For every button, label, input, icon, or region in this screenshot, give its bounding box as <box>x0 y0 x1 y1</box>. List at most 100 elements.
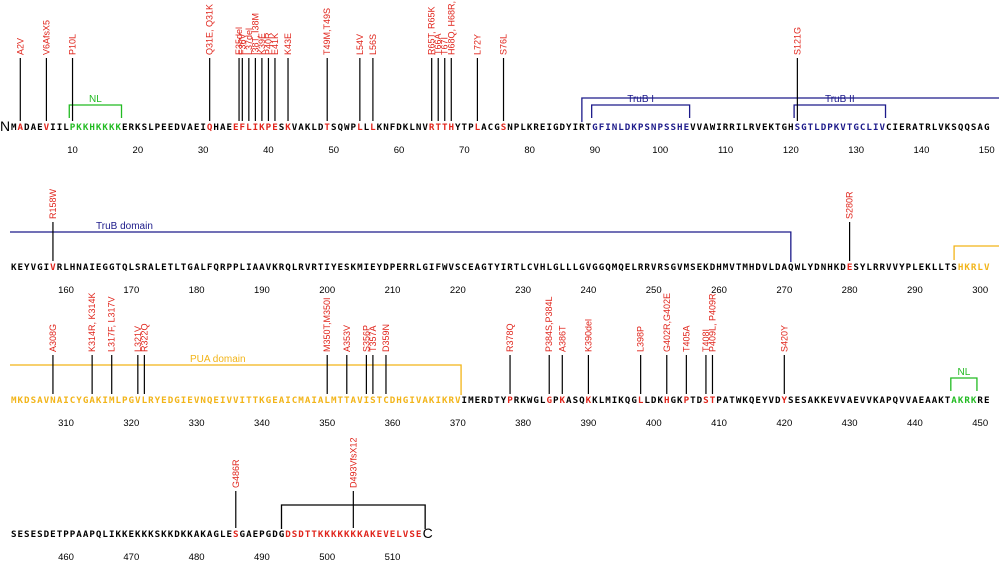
residue: Q <box>958 122 964 133</box>
residue: K <box>109 122 115 133</box>
residue: E <box>847 262 853 273</box>
residue: L <box>220 529 226 540</box>
residue: A <box>194 529 200 540</box>
residue: S <box>703 395 709 406</box>
residue: K <box>200 529 206 540</box>
residue: A <box>253 262 259 273</box>
residue: P <box>514 122 520 133</box>
residue: D <box>24 122 30 133</box>
residue: P <box>266 122 272 133</box>
residue: W <box>710 122 716 133</box>
residue: E <box>468 262 474 273</box>
residue: D <box>560 122 566 133</box>
residue: I <box>63 395 69 406</box>
residue: E <box>396 262 402 273</box>
residue: G <box>546 395 552 406</box>
residue: Y <box>860 262 866 273</box>
residue: S <box>690 262 696 273</box>
residue: R <box>57 262 63 273</box>
residue: L <box>938 262 944 273</box>
residue: R <box>964 395 970 406</box>
residue: A <box>925 395 931 406</box>
mutation-label: K43E <box>283 33 293 55</box>
residue: Y <box>762 395 768 406</box>
residue: L <box>416 262 422 273</box>
position-tick: 280 <box>842 285 858 296</box>
residue: L <box>148 122 154 133</box>
residue: N <box>200 395 206 406</box>
residue: V <box>31 262 37 273</box>
residue: V <box>677 262 683 273</box>
residue: A <box>782 262 788 273</box>
residue: E <box>853 395 859 406</box>
mutation-label: T357A <box>368 325 378 352</box>
residue: R <box>729 122 735 133</box>
residue: N <box>76 262 82 273</box>
residue: I <box>873 122 879 133</box>
mutation-label: F36V <box>237 33 247 55</box>
mutation-label: G486R <box>231 459 241 488</box>
residue: C <box>70 395 76 406</box>
residue: Y <box>24 262 30 273</box>
residue: V <box>840 122 846 133</box>
residue: K <box>76 122 82 133</box>
position-tick: 100 <box>652 145 668 156</box>
residue: G <box>553 262 559 273</box>
residue: A <box>246 529 252 540</box>
residue: V <box>768 395 774 406</box>
residue: G <box>174 395 180 406</box>
position-tick: 30 <box>198 145 209 156</box>
residue: D <box>488 395 494 406</box>
residue: R <box>977 395 983 406</box>
position-tick: 420 <box>776 418 792 429</box>
residue: G <box>109 262 115 273</box>
residue: H <box>89 122 95 133</box>
residue: M <box>109 395 115 406</box>
position-tick: 180 <box>189 285 205 296</box>
residue: V <box>135 395 141 406</box>
residue: K <box>11 262 17 273</box>
residue: D <box>840 262 846 273</box>
mutation-label: T66A <box>433 33 443 55</box>
residue: K <box>403 122 409 133</box>
residue: T <box>514 262 520 273</box>
mutation-label: S76L <box>499 34 509 55</box>
residue: R <box>298 262 304 273</box>
residue: W <box>527 395 533 406</box>
position-tick: 20 <box>133 145 144 156</box>
residue: T <box>57 529 63 540</box>
residue: E <box>370 262 376 273</box>
residue: K <box>344 529 350 540</box>
residue: L <box>102 529 108 540</box>
residue: G <box>494 122 500 133</box>
residue: T <box>808 122 814 133</box>
residue: K <box>938 395 944 406</box>
residue: V <box>729 262 735 273</box>
residue: K <box>618 395 624 406</box>
residue: L <box>115 395 121 406</box>
residue: Q <box>122 262 128 273</box>
residue: L <box>866 122 872 133</box>
position-tick: 130 <box>848 145 864 156</box>
position-tick: 350 <box>319 418 335 429</box>
mutation-label: L72Y <box>472 34 482 55</box>
residue: D <box>775 262 781 273</box>
residue: A <box>187 122 193 133</box>
residue: Y <box>782 395 788 406</box>
mutation-label: S121G <box>792 27 802 55</box>
residue: P <box>886 395 892 406</box>
residue: L <box>246 122 252 133</box>
residue: L <box>155 262 161 273</box>
residue: K <box>83 122 89 133</box>
residue: Q <box>213 262 219 273</box>
residue: S <box>37 529 43 540</box>
residue: P <box>351 122 357 133</box>
residue: I <box>57 122 63 133</box>
residue: D <box>174 529 180 540</box>
residue: A <box>83 262 89 273</box>
residue: R <box>638 262 644 273</box>
residue: N <box>507 122 513 133</box>
residue: L <box>63 122 69 133</box>
residue: D <box>821 122 827 133</box>
residue: V <box>533 262 539 273</box>
